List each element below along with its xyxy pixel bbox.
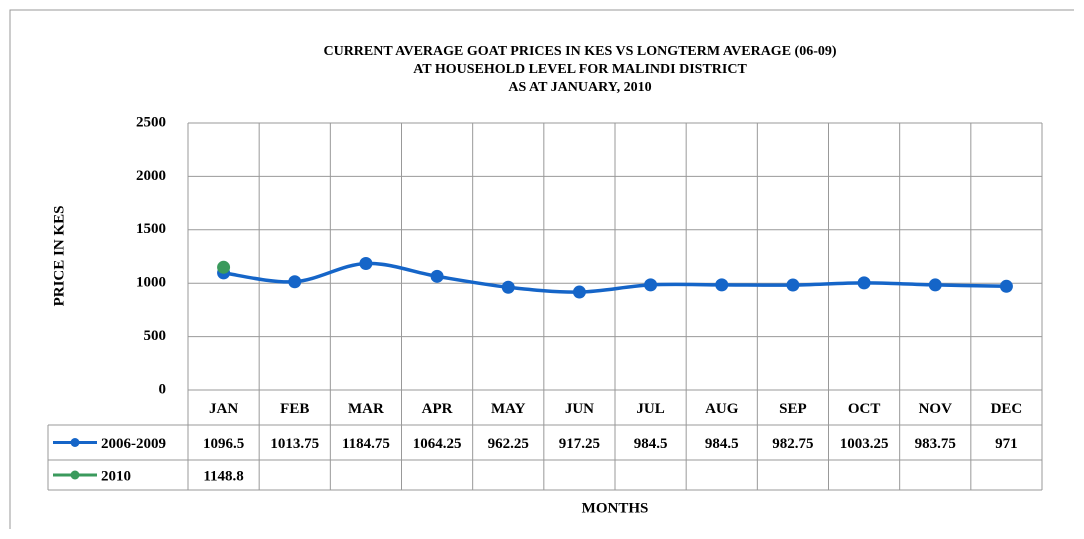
data-point — [928, 278, 942, 292]
x-axis-label: MONTHS — [582, 500, 649, 516]
data-table-value: 1148.8 — [203, 468, 243, 484]
x-tick-label: JAN — [209, 401, 238, 417]
x-tick-label: APR — [422, 401, 453, 417]
chart-title: AS AT JANUARY, 2010 — [508, 80, 651, 95]
x-tick-label: AUG — [705, 401, 739, 417]
data-point — [715, 278, 729, 292]
data-table-value: 1184.75 — [342, 436, 390, 452]
data-point — [644, 278, 658, 292]
x-tick-label: OCT — [848, 401, 881, 417]
data-point — [786, 278, 800, 292]
data-table-value: 1096.5 — [203, 436, 244, 452]
data-point — [999, 279, 1013, 293]
y-tick-label: 1500 — [136, 221, 166, 237]
data-point — [430, 269, 444, 283]
data-table-value: 984.5 — [705, 436, 739, 452]
x-tick-label: MAR — [348, 401, 384, 417]
x-tick-label: DEC — [991, 401, 1023, 417]
data-table-value: 984.5 — [634, 436, 668, 452]
data-table-value: 971 — [995, 436, 1018, 452]
x-tick-label: JUL — [636, 401, 664, 417]
data-table-value: 1013.75 — [270, 436, 319, 452]
y-tick-label: 2000 — [136, 168, 166, 184]
data-point — [572, 285, 586, 299]
legend-label: 2010 — [101, 468, 131, 484]
data-table-value: 983.75 — [915, 436, 956, 452]
chart-title: AT HOUSEHOLD LEVEL FOR MALINDI DISTRICT — [413, 62, 747, 77]
data-point — [857, 276, 871, 290]
data-point — [501, 280, 515, 294]
chart-border — [9, 9, 1074, 529]
legend-marker — [70, 438, 80, 447]
y-tick-label: 2500 — [136, 114, 166, 130]
data-point — [217, 260, 231, 274]
x-tick-label: MAY — [491, 401, 526, 417]
data-table-value: 1003.25 — [840, 436, 889, 452]
y-tick-label: 0 — [159, 381, 167, 397]
data-table-value: 917.25 — [559, 436, 600, 452]
y-tick-label: 1000 — [136, 275, 166, 291]
x-tick-label: JUN — [565, 401, 594, 417]
y-axis-label: PRICE IN KES — [51, 206, 67, 307]
data-table-value: 1064.25 — [413, 436, 462, 452]
legend-marker — [70, 470, 80, 480]
chart-title: CURRENT AVERAGE GOAT PRICES IN KES VS LO… — [323, 44, 836, 59]
x-tick-label: SEP — [779, 401, 807, 417]
data-point — [288, 275, 302, 289]
x-tick-label: NOV — [919, 401, 953, 417]
x-tick-label: FEB — [280, 401, 309, 417]
data-point — [359, 256, 373, 270]
legend-label: 2006-2009 — [101, 436, 166, 452]
series-line — [223, 261, 1007, 294]
data-table-value: 982.75 — [772, 436, 813, 452]
y-tick-label: 500 — [144, 328, 167, 344]
data-table-value: 962.25 — [488, 436, 529, 452]
